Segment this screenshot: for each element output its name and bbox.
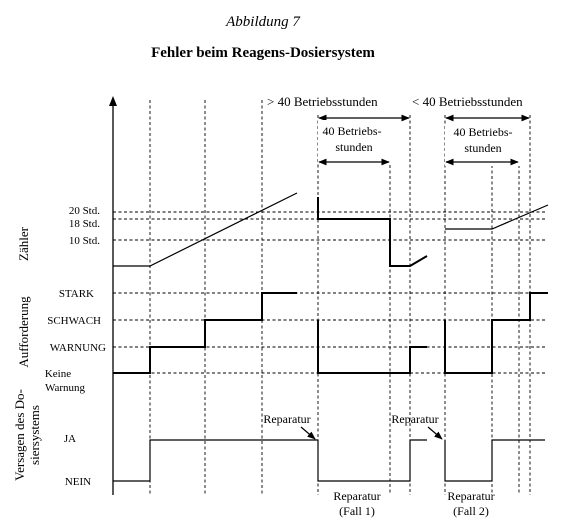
aufforderung-trace (113, 292, 548, 374)
tick-schwach: SCHWACH (47, 315, 101, 327)
row-label-zaehler: Zähler (16, 226, 31, 261)
versagen-trace (113, 439, 545, 482)
box1-line2: stunden (335, 140, 372, 154)
zaehler-trace (113, 192, 549, 267)
reparatur-arrow-b (427, 426, 443, 440)
tick-warnung-keine: Warnung (45, 382, 86, 394)
tick-18-std: 18 Std. (69, 218, 100, 230)
fall2-line2: (Fall 2) (453, 504, 489, 518)
box1-line1: 40 Betriebs- (323, 124, 382, 138)
tick-10-std: 10 Std. (69, 235, 100, 247)
tick-stark: STARK (59, 288, 94, 300)
figure-title: Fehler beim Reagens-Dosiersystem (151, 45, 375, 61)
y-axis-arrowhead (109, 96, 117, 106)
row-label-versagen-1: Versagen des Do- (12, 389, 27, 481)
box2-line2: stunden (464, 141, 501, 155)
fall2-line1: Reparatur (447, 489, 494, 503)
annotation-gt40: > 40 Betriebsstunden (267, 94, 378, 109)
row-label-aufforderung: Aufforderung (16, 296, 31, 368)
tick-nein: NEIN (65, 476, 91, 488)
tick-20-std: 20 Std. (69, 205, 100, 217)
box2-line1: 40 Betriebs- (454, 125, 513, 139)
annotation-lt40: < 40 Betriebsstunden (412, 94, 523, 109)
reparatur-label-b: Reparatur (391, 412, 438, 426)
horizontal-guides (113, 211, 545, 374)
betriebsstunden-box-1 (318, 120, 390, 164)
fall1-line1: Reparatur (333, 489, 380, 503)
tick-warnung: WARNUNG (50, 342, 106, 354)
row-label-versagen-2: siersystems (27, 405, 42, 465)
figure-caption: Abbildung 7 (225, 14, 301, 30)
tick-ja: JA (64, 433, 76, 445)
fall1-line2: (Fall 1) (339, 504, 375, 518)
tick-keine: Keine (45, 368, 71, 380)
reparatur-label-a: Reparatur (263, 412, 310, 426)
reparatur-arrow-a (300, 426, 316, 440)
